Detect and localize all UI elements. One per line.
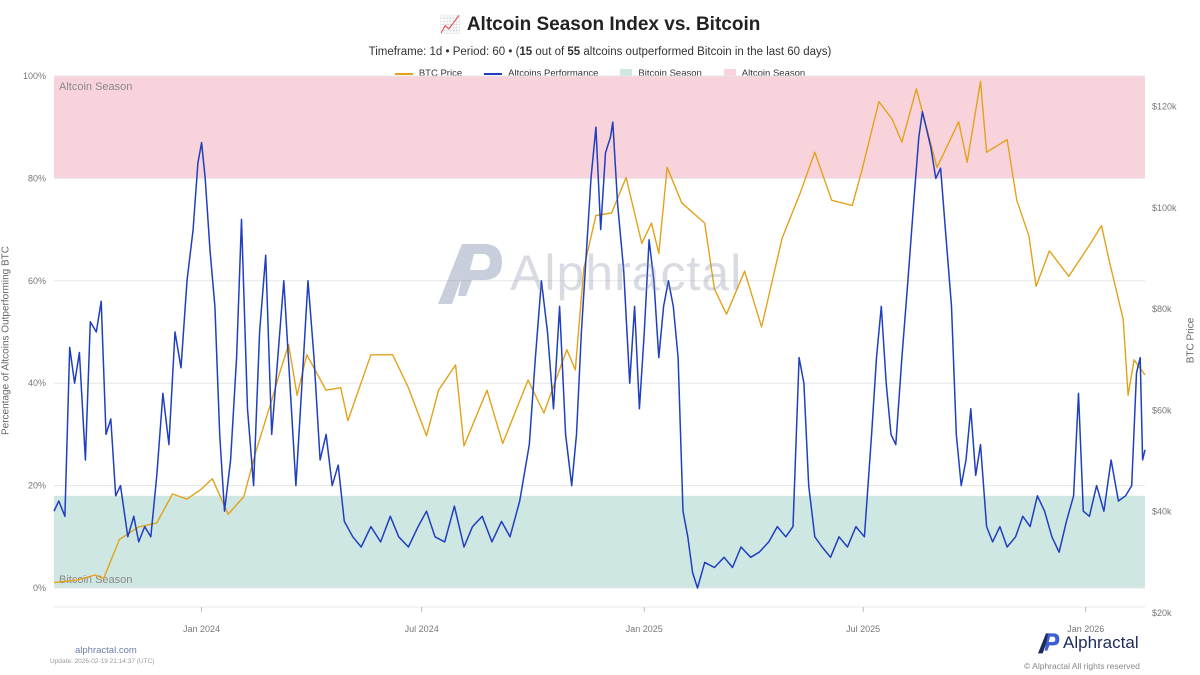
left-axis-ticks: 0% 20% 40% 60% 80% 100% — [23, 71, 46, 593]
right-tick-label: $20k — [1152, 608, 1172, 618]
band-altcoin-season — [54, 76, 1145, 179]
brand-logo-icon — [1038, 633, 1060, 654]
right-tick-label: $40k — [1152, 507, 1172, 517]
brand-logo: Alphractal — [1036, 632, 1139, 654]
legend-label-alt: Altcoins Performance — [508, 68, 599, 79]
chart-up-icon: 📈 — [439, 15, 461, 34]
legend-label-bitcoin-season: Bitcoin Season — [638, 68, 702, 79]
left-tick-label: 0% — [33, 583, 46, 593]
legend-label-altcoin-season: Altcoin Season — [741, 68, 806, 79]
legend-item-bitcoin-season[interactable]: Bitcoin Season — [620, 68, 702, 79]
series-line-altcoins-performance — [53, 111, 1146, 589]
right-tick-label: $80k — [1152, 304, 1172, 314]
x-tick-label: Jul 2025 — [846, 624, 880, 634]
x-tick-label: Jan 2025 — [626, 624, 663, 634]
left-tick-label: 80% — [28, 173, 46, 183]
band-bitcoin-season — [54, 495, 1145, 588]
legend-swatch-bitcoin-season — [620, 68, 633, 79]
left-tick-label: 60% — [28, 276, 46, 286]
legend-item-altcoins-performance[interactable]: Altcoins Performance — [484, 68, 598, 79]
x-tick-label: Jan 2024 — [183, 624, 220, 634]
left-tick-label: 40% — [28, 378, 46, 388]
right-axis-ticks: $20k $40k $60k $80k $100k $120k — [1152, 102, 1177, 618]
subtitle-mid: out of — [532, 46, 568, 58]
right-tick-label: $120k — [1152, 102, 1177, 112]
subtitle-count: 15 — [519, 46, 533, 58]
copyright: © Alphractal All rights reserved — [1024, 661, 1140, 671]
band-label: Bitcoin Season — [59, 574, 132, 586]
left-tick-label: 100% — [23, 71, 46, 81]
legend-item-btc-price[interactable]: BTC Price — [394, 68, 463, 79]
footer-site[interactable]: alphractal.com — [75, 645, 137, 656]
legend-swatch-btc — [394, 72, 413, 75]
subtitle-prefix: Timeframe: 1d • Period: 60 • ( — [368, 46, 520, 58]
chart-legend: BTC Price Altcoins Performance Bitcoin S… — [0, 68, 1200, 79]
band-label: Altcoin Season — [59, 81, 132, 93]
left-tick-label: 20% — [28, 481, 46, 491]
right-tick-label: $60k — [1152, 405, 1172, 415]
chart-title-text: Altcoin Season Index vs. Bitcoin — [466, 14, 761, 35]
chart-title: 📈 Altcoin Season Index vs. Bitcoin — [0, 14, 1200, 36]
chart-subtitle: Timeframe: 1d • Period: 60 • (15 out of … — [0, 46, 1200, 58]
x-axis-ticks: Jan 2024 Jul 2024 Jan 2025 Jul 2025 Jan 2026 — [54, 606, 1145, 634]
subtitle-suffix: altcoins outperformed Bitcoin in the las… — [580, 46, 832, 58]
series-lines — [53, 80, 1146, 589]
right-tick-label: $100k — [1152, 203, 1177, 213]
season-bands — [54, 76, 1145, 588]
x-tick-label: Jan 2026 — [1067, 624, 1104, 634]
x-tick-label: Jul 2024 — [405, 624, 439, 634]
legend-label-btc: BTC Price — [418, 68, 463, 79]
band-labels: Bitcoin Season Altcoin Season — [59, 81, 132, 586]
subtitle-total: 55 — [567, 46, 581, 58]
legend-swatch-alt — [484, 72, 503, 75]
footer-updated: Update: 2026-02-19 21:14:37 (UTC) — [50, 658, 155, 665]
legend-swatch-altcoin-season — [723, 68, 736, 79]
brand-name: Alphractal — [1063, 633, 1139, 652]
legend-item-altcoin-season[interactable]: Altcoin Season — [723, 68, 806, 79]
grid-lines — [54, 75, 1145, 589]
